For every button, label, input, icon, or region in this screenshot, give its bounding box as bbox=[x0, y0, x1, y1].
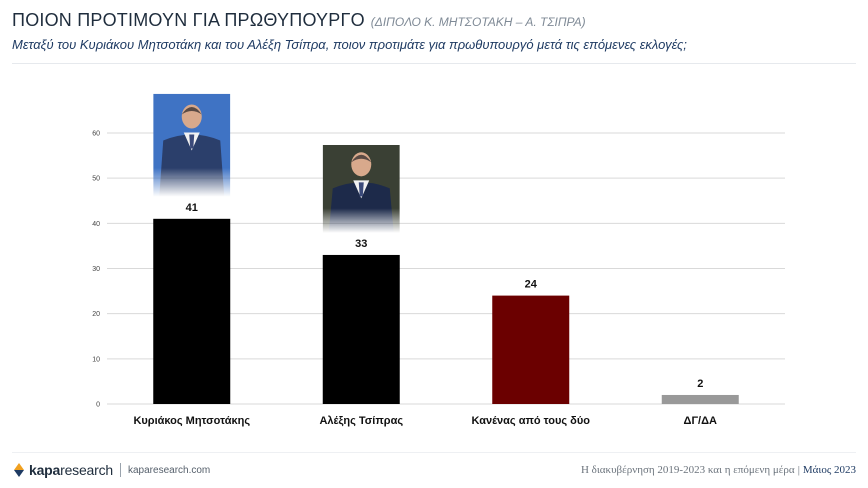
bar bbox=[661, 394, 739, 404]
photo-hair bbox=[351, 154, 372, 163]
data-label: 2 bbox=[697, 378, 703, 390]
brand-mark-icon bbox=[14, 463, 24, 477]
brand-logo[interactable]: kaparesearch kaparesearch.com bbox=[12, 462, 210, 478]
title-line: ΠΟΙΟΝ ΠΡΟΤΙΜΟΥΝ ΓΙΑ ΠΡΩΘΥΠΟΥΡΓΟ (ΔΙΠΟΛΟ Κ… bbox=[12, 10, 856, 31]
brand-name-bold: kapa bbox=[29, 462, 61, 478]
y-tick-label: 20 bbox=[92, 311, 100, 318]
y-tick-label: 60 bbox=[92, 131, 100, 138]
footer-caption: Η διακυβέρνηση 2019-2023 και η επόμενη μ… bbox=[581, 464, 856, 476]
photo-hair bbox=[181, 106, 202, 115]
footer: kaparesearch kaparesearch.com Η διακυβέρ… bbox=[0, 452, 868, 488]
y-tick-label: 50 bbox=[92, 176, 100, 183]
footer-rule bbox=[12, 452, 856, 453]
portrait-photo-icon bbox=[153, 93, 231, 197]
category-label: Κυριάκος Μητσοτάκης bbox=[133, 415, 250, 427]
header-divider bbox=[12, 63, 856, 64]
category-label: Κανένας από τους δύο bbox=[472, 415, 591, 427]
bar bbox=[492, 295, 570, 404]
bar bbox=[322, 254, 400, 404]
y-tick-label: 0 bbox=[96, 402, 100, 409]
page-title: ΠΟΙΟΝ ΠΡΟΤΙΜΟΥΝ ΓΙΑ ΠΡΩΘΥΠΟΥΡΓΟ bbox=[12, 10, 365, 30]
photo-tie bbox=[189, 134, 195, 149]
y-tick-label: 30 bbox=[92, 266, 100, 273]
y-tick-label: 40 bbox=[92, 221, 100, 228]
data-label: 41 bbox=[186, 202, 198, 214]
footer-project: Η διακυβέρνηση 2019-2023 και η επόμενη μ… bbox=[580, 464, 795, 476]
category-label: Αλέξης Τσίπρας bbox=[319, 415, 403, 427]
photo-tie bbox=[358, 182, 364, 197]
category-labels: Κυριάκος Μητσοτάκης Αλέξης Τσίπρας Κανένας… bbox=[133, 415, 717, 427]
photo-torso bbox=[328, 182, 394, 233]
data-label: 24 bbox=[525, 279, 538, 291]
bar bbox=[153, 218, 231, 404]
photo-torso bbox=[159, 134, 225, 197]
y-tick-label: 10 bbox=[92, 356, 100, 363]
bars bbox=[153, 218, 739, 404]
page-subtitle: (ΔΙΠΟΛΟ Κ. ΜΗΤΣΟΤΑΚΗ – Α. ΤΣΙΠΡΑ) bbox=[370, 15, 586, 29]
logo-separator bbox=[120, 463, 121, 477]
site-link[interactable]: kaparesearch.com bbox=[128, 464, 211, 476]
value-labels: 41 33 24 2 bbox=[186, 202, 704, 390]
footer-separator: | bbox=[797, 464, 800, 476]
header: ΠΟΙΟΝ ΠΡΟΤΙΜΟΥΝ ΓΙΑ ΠΡΩΘΥΠΟΥΡΓΟ (ΔΙΠΟΛΟ Κ… bbox=[12, 10, 856, 52]
category-label: ΔΓ/ΔΑ bbox=[684, 415, 717, 427]
y-axis-ticks: 0 10 20 30 40 50 60 bbox=[92, 131, 100, 409]
brand-name: kaparesearch bbox=[29, 462, 113, 478]
portrait-photo-icon bbox=[322, 144, 400, 233]
footer-date: Μάιος 2023 bbox=[802, 464, 856, 476]
data-label: 33 bbox=[355, 238, 367, 250]
brand-name-rest: research bbox=[60, 462, 113, 478]
survey-question: Μεταξύ του Κυριάκου Μητσοτάκη και του Αλ… bbox=[12, 37, 687, 52]
candidate-photos bbox=[153, 93, 400, 233]
